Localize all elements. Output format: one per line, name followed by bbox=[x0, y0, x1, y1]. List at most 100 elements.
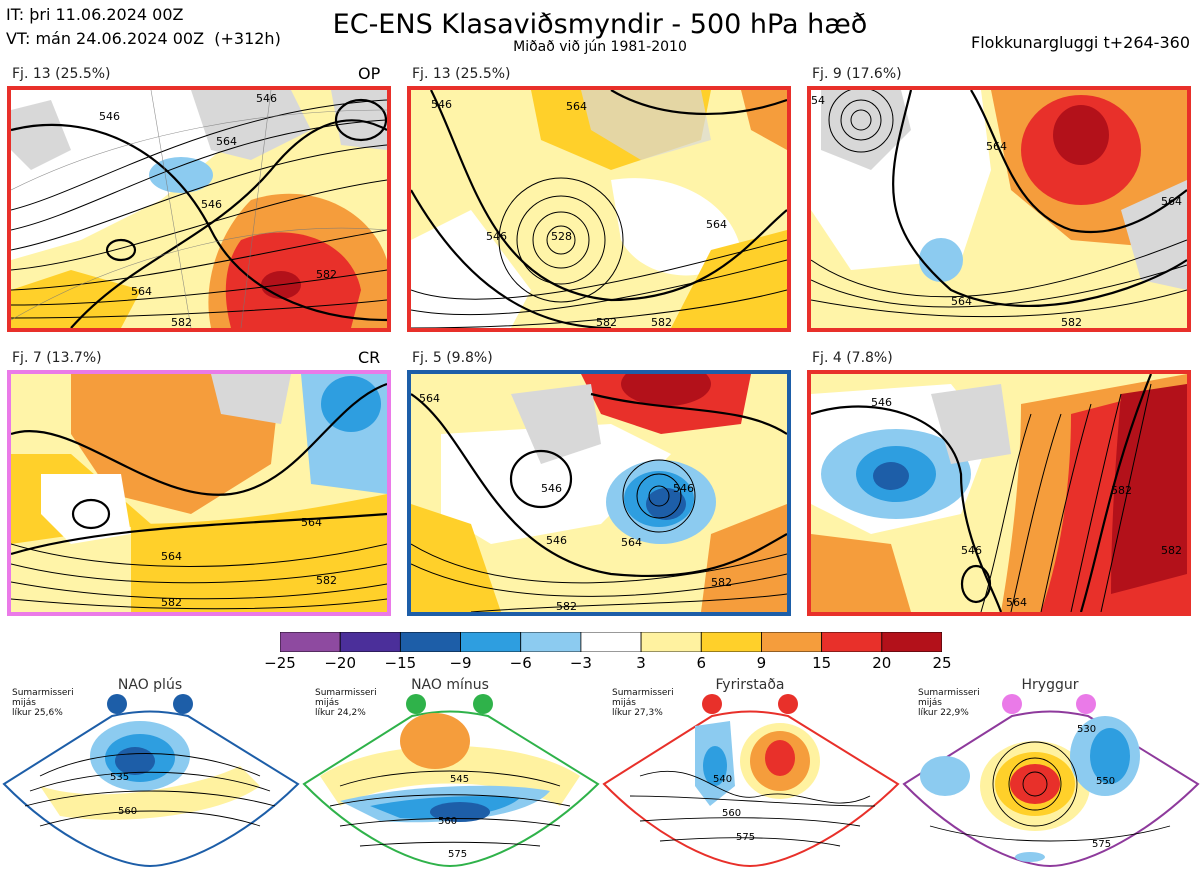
colorbar-swatches bbox=[279, 631, 943, 653]
contour-label: 575 bbox=[736, 832, 755, 843]
regime-note: Sumarmisseri mijás líkur 27,3% bbox=[612, 688, 674, 718]
anomaly-core-hot bbox=[1111, 384, 1187, 594]
anomaly-core-cold bbox=[321, 376, 381, 432]
colorbar-tick-label: 3 bbox=[636, 654, 646, 672]
contour-label: 564 bbox=[706, 218, 727, 231]
panel-label: Fj. 5 (9.8%) bbox=[412, 350, 493, 366]
anomaly-core-hot bbox=[1053, 105, 1109, 165]
contour-label: 546 bbox=[431, 98, 452, 111]
contour-label: 560 bbox=[722, 808, 741, 819]
contour-label: 550 bbox=[1096, 776, 1115, 787]
colorbar-swatch bbox=[279, 631, 341, 653]
contour-label: 582 bbox=[556, 600, 577, 612]
regime-marker bbox=[107, 694, 127, 714]
colorbar-tick-label: 9 bbox=[756, 654, 767, 672]
cluster-map-1: 546 546 564 546 564 582 582 bbox=[7, 86, 391, 332]
contour-label: 564 bbox=[986, 140, 1007, 153]
regime-marker bbox=[702, 694, 722, 714]
colorbar-swatch bbox=[821, 631, 883, 653]
chart-title: EC-ENS Klasaviðsmyndir - 500 hPa hæð bbox=[332, 9, 868, 40]
regime-title: Hryggur bbox=[1021, 677, 1079, 693]
land-greenland bbox=[191, 90, 311, 160]
contour-label: 564 bbox=[131, 285, 152, 298]
contour-label: 530 bbox=[1077, 724, 1096, 735]
contour-label: 564 bbox=[1161, 195, 1182, 208]
land-canada bbox=[11, 100, 71, 170]
classification-window: Flokkunargluggi t+264-360 bbox=[971, 33, 1190, 52]
panel-label: Fj. 7 (13.7%) bbox=[12, 350, 102, 366]
colorbar-swatch bbox=[881, 631, 943, 653]
land-greenland bbox=[931, 384, 1011, 464]
colorbar-tick-label: 15 bbox=[812, 654, 832, 672]
land-greenland bbox=[581, 90, 711, 160]
contour-label: 564 bbox=[216, 135, 237, 148]
colorbar-swatch bbox=[520, 631, 582, 653]
colorbar-tick-label: −20 bbox=[324, 654, 356, 672]
panel-label: Fj. 13 (25.5%) bbox=[412, 66, 511, 82]
anomaly-core-cold bbox=[646, 488, 686, 520]
regime-title: NAO mínus bbox=[411, 677, 489, 693]
anomaly-zone-warm bbox=[741, 90, 787, 150]
contour-label: 582 bbox=[316, 268, 337, 281]
contour-label: 564 bbox=[621, 536, 642, 549]
contour-label: 582 bbox=[1061, 316, 1082, 328]
colorbar-tick-label: −6 bbox=[509, 654, 532, 672]
regime-marker bbox=[1076, 694, 1096, 714]
contour-label: 564 bbox=[566, 100, 587, 113]
anomaly-zone-warm bbox=[811, 534, 911, 612]
anomaly-zone-neutral bbox=[611, 178, 741, 276]
contour-label: 564 bbox=[301, 516, 322, 529]
panel-tag: OP bbox=[358, 64, 381, 83]
contour-label: 582 bbox=[171, 316, 192, 328]
contour-label: 546 bbox=[541, 482, 562, 495]
contour-label: 582 bbox=[711, 576, 732, 589]
anomaly-zone-warm bbox=[671, 230, 787, 328]
land-greenland bbox=[211, 374, 291, 424]
anomaly-zone-warm bbox=[411, 504, 501, 612]
regime-title: Fyrirstaða bbox=[715, 677, 785, 693]
contour-label: 54 bbox=[811, 94, 825, 107]
colorbar-swatch bbox=[339, 631, 401, 653]
cluster-map-4: 564 582 564 582 bbox=[7, 370, 391, 616]
anomaly-zone-cold bbox=[919, 238, 963, 282]
colorbar bbox=[279, 631, 943, 653]
regime-marker bbox=[778, 694, 798, 714]
land-greenland bbox=[511, 384, 601, 464]
cluster-map-2: 546 546 528 564 564 582 582 bbox=[407, 86, 791, 332]
anomaly-zone-cold bbox=[149, 157, 213, 193]
colorbar-tick-label: −3 bbox=[569, 654, 592, 672]
colorbar-tick-label: −25 bbox=[264, 654, 296, 672]
panel-label: Fj. 4 (7.8%) bbox=[812, 350, 893, 366]
contour-label: 560 bbox=[118, 806, 137, 817]
colorbar-tick-label: 25 bbox=[932, 654, 952, 672]
cluster-map-6: 546 546 564 582 582 bbox=[807, 370, 1191, 616]
contour-label: 540 bbox=[713, 774, 732, 785]
contour-label: 564 bbox=[161, 550, 182, 563]
contour-label: 564 bbox=[951, 295, 972, 308]
contour-label: 564 bbox=[1006, 596, 1027, 609]
contour-label: 575 bbox=[1092, 839, 1111, 850]
regime-marker bbox=[406, 694, 426, 714]
contour-label: 535 bbox=[110, 772, 129, 783]
contour-label: 546 bbox=[99, 110, 120, 123]
contour-label: 546 bbox=[546, 534, 567, 547]
valid-time: VT: mán 24.06.2024 00Z (+312h) bbox=[6, 29, 281, 48]
colorbar-tick-label: −9 bbox=[449, 654, 472, 672]
anomaly-core-cold bbox=[873, 462, 909, 490]
contour-label: 582 bbox=[161, 596, 182, 609]
contour-label: 582 bbox=[596, 316, 617, 328]
contour-label: 546 bbox=[486, 230, 507, 243]
colorbar-tick-label: 6 bbox=[696, 654, 707, 672]
contour-label: 582 bbox=[316, 574, 337, 587]
regime-panel-nao-minus: NAO mínus Sumarmisseri mijás líkur 24,2%… bbox=[300, 676, 600, 871]
contour-label: 546 bbox=[871, 396, 892, 409]
init-time: IT: þri 11.06.2024 00Z bbox=[6, 5, 184, 24]
regime-panel-ridge: Hryggur Sumarmisseri mijás líkur 22,9% 5… bbox=[900, 676, 1200, 871]
contour-label: 560 bbox=[438, 816, 457, 827]
regime-panel-nao-plus: NAO plús Sumarmisseri mijás líkur 25,6% … bbox=[0, 676, 300, 871]
regime-marker bbox=[1002, 694, 1022, 714]
chart-subtitle: Miðað við jún 1981-2010 bbox=[513, 39, 687, 55]
colorbar-swatch bbox=[460, 631, 522, 653]
anomaly-zone-warm bbox=[11, 270, 141, 328]
colorbar-swatch bbox=[580, 631, 642, 653]
